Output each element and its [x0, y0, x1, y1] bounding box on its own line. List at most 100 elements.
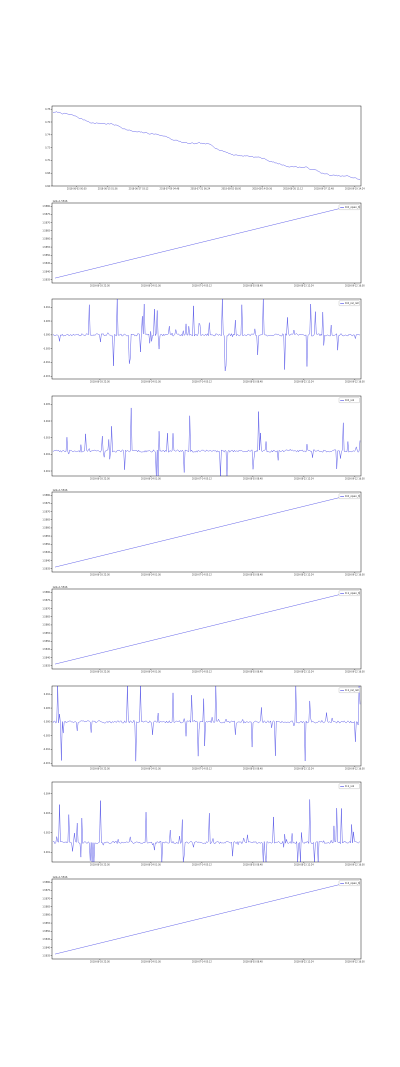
x-tick-label: 2018-09-12 16:00: [345, 478, 365, 481]
x-tick-label: 2018-07-14 05:12: [192, 285, 212, 288]
y-tick-label: 1.5870: [42, 221, 50, 224]
x-tick-label: 2018-06-03 22:00: [90, 478, 110, 481]
y-tick-label: 1.5875: [42, 213, 50, 216]
legend-label: 0.1_rel_ret: [345, 688, 359, 692]
legend-box: [338, 880, 360, 886]
y-tick-label: 0.001: [44, 470, 51, 473]
x-tick-label: 2018-09-12 16:00: [345, 574, 365, 577]
plot-frame: [51, 298, 362, 380]
y-tick-label: 1.5835: [42, 955, 50, 958]
x-tick-label: 2018-06-24 01:36: [141, 478, 161, 481]
y-axis-offset: 1e9+1.5816: [53, 489, 68, 492]
y-tick-label: 1.5880: [42, 494, 50, 497]
y-tick-label: 1.5875: [42, 889, 50, 892]
y-tick-label: 0.66: [45, 185, 50, 188]
y-tick-label: -0.005: [43, 347, 51, 350]
y-tick-label: 1.5845: [42, 551, 50, 554]
y-tick-label: 1.5835: [42, 279, 50, 282]
x-tick-label: 2018-06-03 22:00: [90, 864, 110, 867]
legend-box: [338, 204, 360, 210]
series-line: [54, 882, 350, 955]
x-tick-label: 2018-07-14 05:12: [192, 381, 212, 384]
y-tick-label: 1.5875: [42, 599, 50, 602]
y-tick-label: 1.5860: [42, 238, 50, 241]
x-tick-label: 2018-08-03 08:48: [243, 864, 263, 867]
plot-frame: [51, 202, 362, 284]
y-tick-label: -0.005: [43, 734, 51, 737]
chart-panel-6: 1.5880 1.5875 1.5870 1.5865 1.5860 1.5855 1.58…: [42, 586, 365, 674]
x-tick-label: 2018-06-27 03:12: [129, 188, 149, 191]
legend-box: [338, 783, 360, 789]
y-tick-label: 1.5855: [42, 535, 50, 538]
series-line: [52, 799, 361, 863]
x-tick-label: 2018-09-12 16:00: [345, 285, 365, 288]
x-tick-label: 2018-08-23 12:24: [294, 961, 314, 964]
legend-label: 0.0_open_ti: [345, 494, 360, 498]
y-tick-label: 1.5850: [42, 254, 50, 257]
chart-panel-9: 1.5880 1.5875 1.5870 1.5865 1.5860 1.5855 1.58…: [42, 876, 365, 964]
x-tick-label: 2018-06-03 00:00: [67, 188, 87, 191]
y-tick-label: -0.010: [43, 361, 51, 364]
y-tick-label: 1.5835: [42, 665, 50, 668]
y-tick-label: 0.000: [44, 721, 51, 724]
legend-box: [338, 300, 360, 306]
plot-frame: [51, 588, 362, 670]
y-tick-label: -0.015: [43, 762, 51, 765]
legend-label: 0.2_open_ti: [345, 881, 360, 885]
y-tick-label: 0.002: [44, 832, 51, 835]
y-tick-label: 1.5880: [42, 205, 50, 208]
series-line: [52, 685, 361, 762]
x-tick-label: 2018-08-03 08:48: [243, 574, 263, 577]
x-tick-label: 2018-07-14 05:12: [192, 671, 212, 674]
y-tick-label: 0.010: [44, 693, 51, 696]
plot-frame: [51, 878, 362, 960]
y-tick-label: 0.004: [44, 420, 51, 423]
y-tick-label: 1.5870: [42, 510, 50, 513]
x-tick-label: 2018-09-12 16:00: [345, 961, 365, 964]
y-axis-offset: 1e9+1.5816: [53, 876, 68, 879]
y-tick-label: 0.010: [44, 306, 51, 309]
x-tick-label: 2018-06-24 01:36: [141, 381, 161, 384]
y-tick-label: 1.5855: [42, 246, 50, 249]
y-tick-label: -0.015: [43, 375, 51, 378]
x-tick-label: 2018-07-14 05:12: [192, 864, 212, 867]
series-line: [52, 407, 361, 477]
series-line: [52, 298, 361, 372]
x-tick-label: 2018-08-23 12:24: [294, 478, 314, 481]
x-tick-label: 2018-08-23 12:24: [294, 671, 314, 674]
x-tick-label: 2018-09-12 16:00: [345, 671, 365, 674]
x-tick-label: 2018-07-14 05:12: [192, 574, 212, 577]
x-tick-label: 2018-09-12 16:00: [345, 768, 365, 771]
legend-label: 0.0_open_ti: [345, 205, 360, 209]
x-tick-label: 2018-07-09 04:48: [160, 188, 180, 191]
legend-label: 0.0_rel_ret: [345, 301, 359, 305]
chart-panel-1: 0.78 0.76 0.74 0.72 0.70 0.68 0.66 2018-06-03 0…: [45, 105, 365, 191]
x-tick-label: 2018-08-03 08:48: [243, 961, 263, 964]
y-tick-label: 1.5845: [42, 262, 50, 265]
x-tick-label: 2018-06-24 01:36: [141, 961, 161, 964]
plot-frame: [51, 395, 362, 477]
chart-panel-4: 0.005 0.004 0.003 0.002 0.001 2018-06-03 22:0…: [44, 395, 365, 481]
x-tick-label: 2018-08-23 12:24: [294, 768, 314, 771]
x-tick-label: 2018-06-03 22:00: [90, 285, 110, 288]
x-tick-label: 2018-08-14 09:36: [252, 188, 272, 191]
y-tick-label: 1.5860: [42, 527, 50, 530]
x-tick-label: 2018-06-03 22:00: [90, 961, 110, 964]
y-tick-label: 0.74: [45, 134, 50, 137]
x-tick-label: 2018-06-03 22:00: [90, 671, 110, 674]
y-tick-label: 0.72: [45, 146, 50, 149]
legend-box: [338, 590, 360, 596]
y-tick-label: 1.5845: [42, 938, 50, 941]
legend-label: 0.0_vol: [345, 398, 355, 402]
x-tick-label: 2018-08-23 12:24: [294, 574, 314, 577]
x-tick-label: 2018-06-24 01:36: [141, 864, 161, 867]
y-tick-label: 1.5840: [42, 559, 50, 562]
y-axis-offset: 1e9+1.5816: [53, 586, 68, 589]
x-tick-label: 2018-09-12 16:00: [345, 381, 365, 384]
y-tick-label: 0.68: [45, 172, 50, 175]
x-tick-label: 2018-09-12 16:00: [345, 864, 365, 867]
plot-frame: [51, 105, 362, 187]
y-tick-label: 0.001: [44, 851, 51, 854]
x-tick-label: 2018-08-26 11:12: [283, 188, 303, 191]
y-tick-label: 1.5840: [42, 946, 50, 949]
